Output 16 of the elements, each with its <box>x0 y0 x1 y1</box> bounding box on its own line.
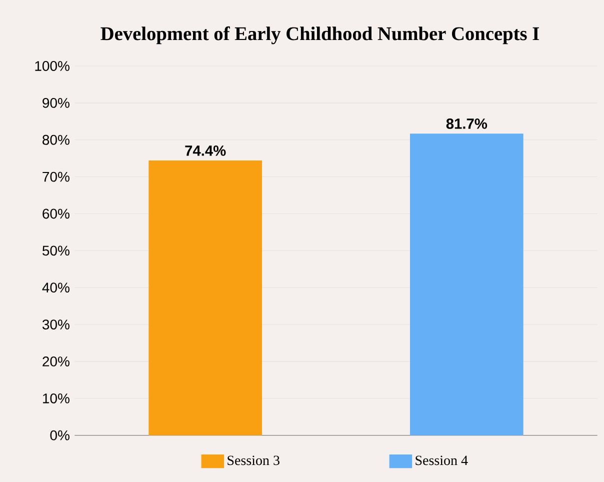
legend-label: Session 4 <box>416 456 468 466</box>
data-label: 74.4% <box>185 146 226 156</box>
y-tick-label: 40% <box>42 282 70 293</box>
y-tick-label: 30% <box>42 320 70 330</box>
y-tick-label: 0% <box>50 430 70 440</box>
chart-title: Development of Early Childhood Number Concepts I <box>100 26 539 44</box>
y-tick-label: 10% <box>43 393 70 404</box>
y-tick-label: 80% <box>42 134 70 145</box>
data-label: 81.7% <box>446 118 488 129</box>
y-tick-label: 60% <box>42 208 70 219</box>
legend-label: Session 3 <box>228 456 280 466</box>
y-tick-label: 70% <box>42 172 70 182</box>
y-tick-label: 90% <box>42 98 70 108</box>
y-tick-label: 20% <box>42 356 70 366</box>
y-tick-label: 100% <box>35 61 70 71</box>
y-tick-label: 50% <box>42 246 70 256</box>
